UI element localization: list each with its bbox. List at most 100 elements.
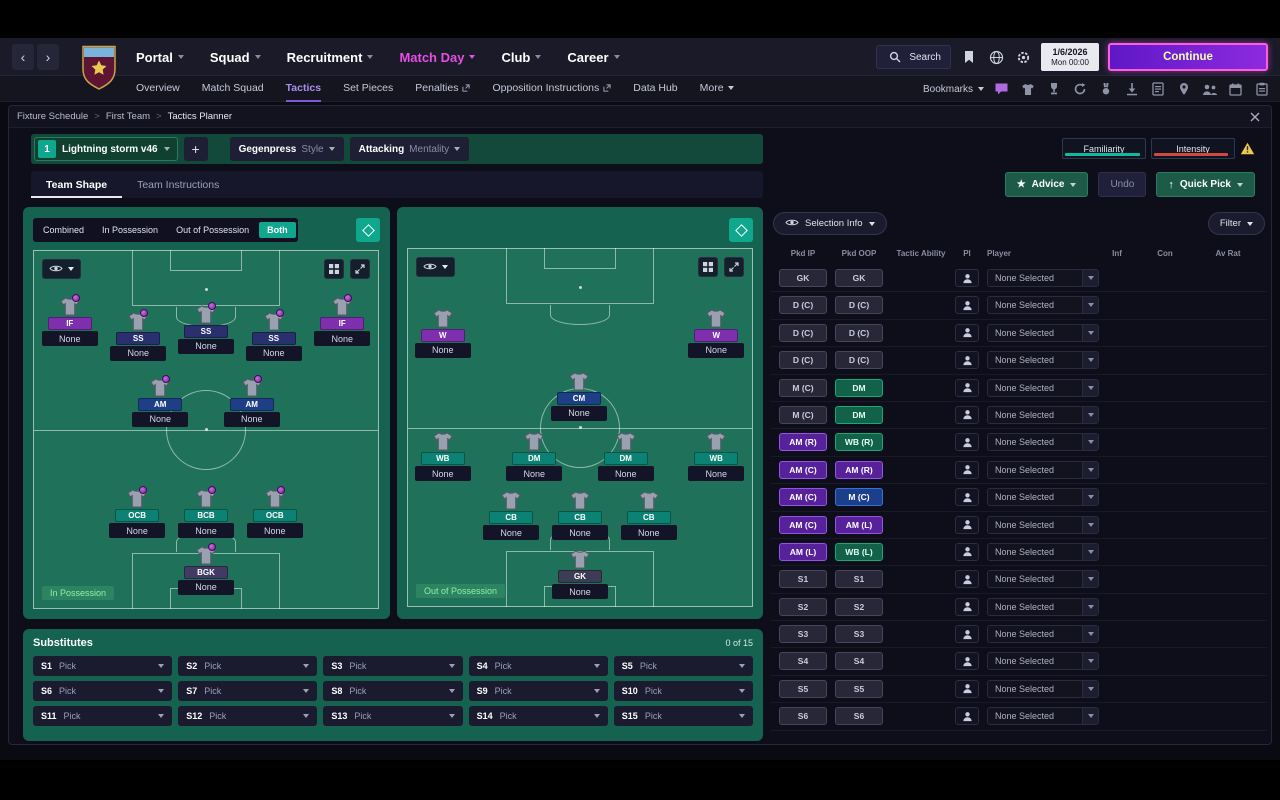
settings-gear-icon[interactable] — [1014, 48, 1032, 66]
nav-item-career[interactable]: Career — [567, 50, 620, 65]
nav-item-squad[interactable]: Squad — [210, 50, 261, 65]
player-select-dropdown[interactable]: None Selected — [987, 351, 1099, 370]
report-icon[interactable] — [1149, 81, 1166, 98]
player-profile-button[interactable] — [955, 515, 979, 534]
clipboard-icon[interactable] — [1253, 81, 1270, 98]
player-profile-button[interactable] — [955, 570, 979, 589]
quick-pick-button[interactable]: ↑ Quick Pick — [1156, 172, 1255, 197]
sub-slot-s9[interactable]: S9 Pick — [468, 681, 608, 701]
refresh-icon[interactable] — [1071, 81, 1088, 98]
player-select-dropdown[interactable]: None Selected — [987, 515, 1099, 534]
player-select-dropdown[interactable]: None Selected — [987, 652, 1099, 671]
pitch-player-am[interactable]: AM None — [220, 374, 284, 427]
pitch-player-ss[interactable]: SS None — [174, 301, 238, 354]
filter-dropdown[interactable]: Filter — [1207, 212, 1265, 235]
menu-item-tactics[interactable]: Tactics — [285, 76, 322, 102]
pitch-player-bgk[interactable]: BGK None — [174, 542, 238, 595]
pitch-player-gk[interactable]: GK None — [548, 550, 612, 600]
shirt-icon[interactable] — [1019, 81, 1036, 98]
player-select-dropdown[interactable]: None Selected — [987, 378, 1099, 397]
player-profile-button[interactable] — [955, 488, 979, 507]
sub-slot-s7[interactable]: S7 Pick — [178, 681, 318, 701]
pitch-player-cm[interactable]: CM None — [547, 372, 611, 421]
tactic-select[interactable]: 1 Lightning storm v46 — [34, 137, 178, 161]
add-tactic-button[interactable]: + — [183, 137, 208, 161]
player-profile-button[interactable] — [955, 542, 979, 561]
club-badge[interactable] — [80, 43, 118, 96]
player-profile-button[interactable] — [955, 269, 979, 287]
forward-button[interactable]: › — [37, 44, 59, 70]
breadcrumb-item[interactable]: Tactics Planner — [167, 111, 233, 122]
player-profile-button[interactable] — [955, 296, 979, 315]
sub-slot-s15[interactable]: S15 Pick — [613, 706, 753, 726]
pitch-player-dm[interactable]: DM None — [594, 432, 658, 482]
player-profile-button[interactable] — [955, 433, 979, 452]
player-select-dropdown[interactable]: None Selected — [987, 597, 1099, 616]
pitch-player-bcb[interactable]: BCB None — [174, 486, 238, 539]
globe-icon[interactable] — [987, 48, 1005, 66]
expand-button[interactable] — [350, 259, 370, 279]
menu-item-overview[interactable]: Overview — [136, 76, 180, 102]
menu-item-more[interactable]: More — [700, 76, 734, 102]
nav-item-match-day[interactable]: Match Day — [399, 50, 476, 65]
breadcrumb-item[interactable]: Fixture Schedule — [17, 111, 89, 122]
sub-slot-s1[interactable]: S1 Pick — [33, 656, 173, 676]
nav-item-portal[interactable]: Portal — [136, 50, 184, 65]
player-profile-button[interactable] — [955, 405, 979, 424]
player-profile-button[interactable] — [955, 351, 979, 370]
player-select-dropdown[interactable]: None Selected — [987, 679, 1099, 698]
bookmarks-dropdown[interactable]: Bookmarks — [923, 84, 984, 95]
segment-in-possession[interactable]: In Possession — [102, 225, 159, 235]
tab-team-instructions[interactable]: Team Instructions — [137, 178, 220, 191]
grid-view-button[interactable] — [324, 259, 344, 279]
menu-item-penalties[interactable]: Penalties — [415, 76, 471, 102]
player-profile-button[interactable] — [955, 652, 979, 671]
pitch-player-cb[interactable]: CB None — [548, 491, 612, 541]
calendar-icon[interactable] — [1227, 81, 1244, 98]
pitch-player-if[interactable]: IF None — [310, 294, 374, 347]
sub-slot-s8[interactable]: S8 Pick — [323, 681, 463, 701]
sub-slot-s14[interactable]: S14 Pick — [468, 706, 608, 726]
player-profile-button[interactable] — [955, 707, 979, 726]
sub-slot-s4[interactable]: S4 Pick — [468, 656, 608, 676]
sub-slot-s2[interactable]: S2 Pick — [178, 656, 318, 676]
pitch-player-cb[interactable]: CB None — [617, 491, 681, 541]
segment-combined[interactable]: Combined — [43, 225, 85, 235]
sub-slot-s12[interactable]: S12 Pick — [178, 706, 318, 726]
pitch-player-ss[interactable]: SS None — [106, 308, 170, 361]
player-select-dropdown[interactable]: None Selected — [987, 570, 1099, 589]
style-select[interactable]: Gegenpress Style — [229, 137, 344, 161]
trophy-icon[interactable] — [1045, 81, 1062, 98]
sub-slot-s6[interactable]: S6 Pick — [33, 681, 173, 701]
pitch-player-ocb[interactable]: OCB None — [105, 486, 169, 539]
undo-button[interactable]: Undo — [1098, 172, 1147, 197]
pitch-player-if[interactable]: IF None — [38, 294, 102, 347]
pitch-player-wb[interactable]: WB None — [684, 432, 748, 482]
pitch-view-dropdown[interactable] — [42, 259, 81, 279]
player-select-dropdown[interactable]: None Selected — [987, 269, 1099, 287]
pin-icon[interactable] — [1175, 81, 1192, 98]
breadcrumb-item[interactable]: First Team — [105, 111, 151, 122]
player-select-dropdown[interactable]: None Selected — [987, 296, 1099, 315]
player-select-dropdown[interactable]: None Selected — [987, 488, 1099, 507]
segment-out-of-possession[interactable]: Out of Possession — [176, 225, 250, 235]
player-profile-button[interactable] — [955, 597, 979, 616]
selection-info-dropdown[interactable]: Selection Info — [773, 212, 887, 235]
menu-item-match-squad[interactable]: Match Squad — [202, 76, 264, 102]
player-profile-button[interactable] — [955, 625, 979, 644]
player-profile-button[interactable] — [955, 323, 979, 342]
nav-item-club[interactable]: Club — [501, 50, 542, 65]
medal-icon[interactable] — [1097, 81, 1114, 98]
pitch-player-ss[interactable]: SS None — [242, 308, 306, 361]
tab-team-shape[interactable]: Team Shape — [31, 171, 122, 198]
pitch-player-dm[interactable]: DM None — [502, 432, 566, 482]
sub-slot-s13[interactable]: S13 Pick — [323, 706, 463, 726]
player-select-dropdown[interactable]: None Selected — [987, 323, 1099, 342]
segment-both[interactable]: Both — [259, 222, 296, 238]
player-profile-button[interactable] — [955, 378, 979, 397]
pitch-player-w[interactable]: W None — [411, 308, 475, 358]
expand-button[interactable] — [724, 257, 744, 277]
pitch-view-dropdown[interactable] — [416, 257, 455, 277]
pitch-player-wb[interactable]: WB None — [411, 432, 475, 482]
pitch-player-w[interactable]: W None — [684, 308, 748, 358]
